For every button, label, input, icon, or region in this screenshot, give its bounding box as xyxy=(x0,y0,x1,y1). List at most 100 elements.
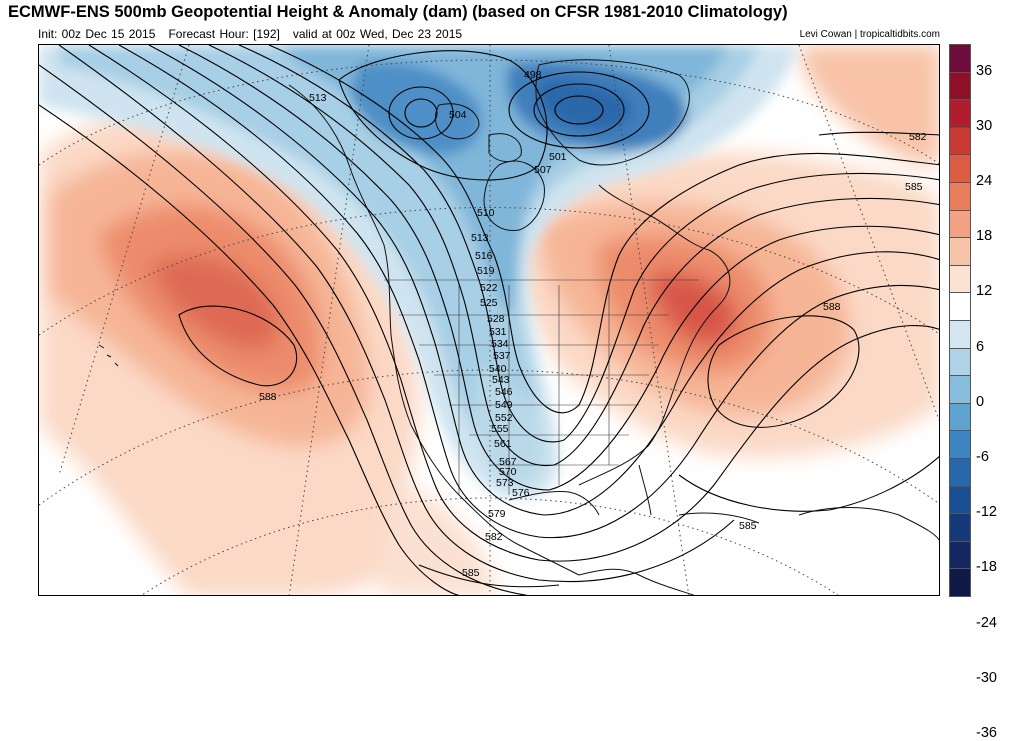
colorbar-label: -36 xyxy=(976,725,997,741)
north-america-west-coast xyxy=(288,84,580,576)
colorbar-swatch xyxy=(949,485,971,515)
colorbar-label: -18 xyxy=(976,559,997,576)
colorbar-swatch xyxy=(949,568,971,597)
contour-label: 570 xyxy=(499,466,517,478)
contour-label: 567 xyxy=(499,456,517,468)
contour-label: 516 xyxy=(475,250,493,262)
colorbar-swatch xyxy=(949,540,971,570)
contour-label: 513 xyxy=(471,232,489,244)
contour-588-atlantic xyxy=(707,315,860,428)
colorbar-swatch xyxy=(949,402,971,432)
contour-label: 513 xyxy=(309,92,327,104)
contour-label: 576 xyxy=(512,487,530,499)
colorbar-label: -30 xyxy=(976,669,997,686)
colorbar-label: 6 xyxy=(976,338,985,355)
map-subtitle: Init: 00z Dec 15 2015 Forecast Hour: [19… xyxy=(38,27,462,41)
colorbar-swatch xyxy=(949,292,971,321)
anomaly-map: 513 504 498 501 507 510 513 516 519 522 … xyxy=(39,45,939,595)
positive-anomaly-pacific-core xyxy=(149,255,280,351)
contour-585-atlantic xyxy=(678,456,939,512)
contour-label: 540 xyxy=(489,363,507,375)
contour-label: 579 xyxy=(488,508,506,520)
colorbar-swatch xyxy=(949,513,971,542)
colorbar-swatch xyxy=(949,430,971,459)
colorbar-swatch xyxy=(949,99,971,128)
cuba xyxy=(678,512,760,524)
contour-label-group: 513 504 498 501 507 510 513 516 519 522 … xyxy=(259,69,927,579)
contour-label: 561 xyxy=(494,438,512,450)
colorbar-label: -6 xyxy=(976,449,989,465)
positive-anomaly-mexico xyxy=(379,485,499,595)
height-contours xyxy=(39,45,939,595)
contour-label: 543 xyxy=(492,374,510,386)
contour-label: 501 xyxy=(549,151,567,163)
contour-label: 531 xyxy=(489,326,507,338)
colorbar-swatch xyxy=(949,44,971,73)
colorbar-swatch xyxy=(949,458,971,487)
colorbar-swatch xyxy=(949,375,971,404)
colorbar-swatch xyxy=(949,320,971,349)
central-america xyxy=(578,568,695,595)
contour-label: 555 xyxy=(491,423,509,435)
map-panel: 513 504 498 501 507 510 513 516 519 522 … xyxy=(38,44,940,596)
contour-label: 585 xyxy=(739,520,757,532)
map-title: ECMWF-ENS 500mb Geopotential Height & An… xyxy=(8,3,788,21)
colorbar-label: -24 xyxy=(976,614,997,631)
colorbar-swatch xyxy=(949,347,971,377)
contour-label: 537 xyxy=(493,350,511,362)
contour-label: 573 xyxy=(496,477,514,489)
anomaly-shading xyxy=(39,45,939,595)
colorbar-swatch xyxy=(949,154,971,183)
anomaly-colorbar xyxy=(949,44,971,597)
contour-label: 507 xyxy=(534,164,552,176)
colorbar-label: 24 xyxy=(976,173,993,189)
contour-585-lower xyxy=(418,564,560,588)
contour-label: 588 xyxy=(259,391,277,403)
contour-label: 588 xyxy=(823,301,841,313)
hawaii xyxy=(98,344,119,367)
colorbar-swatch xyxy=(949,209,971,239)
contour-label: 525 xyxy=(480,297,498,309)
south-america-north xyxy=(798,507,939,541)
main-contours xyxy=(39,45,939,595)
contour-label: 546 xyxy=(495,386,513,398)
colorbar-label: 36 xyxy=(976,62,993,79)
positive-anomaly-north-atlantic xyxy=(799,45,939,165)
contour-label: 582 xyxy=(909,131,927,143)
negative-anomaly-mid xyxy=(59,45,759,464)
contour-588-pacific xyxy=(178,305,298,387)
contour-label: 552 xyxy=(495,412,513,424)
colorbar-label: 30 xyxy=(976,117,993,134)
contour-label: 504 xyxy=(449,109,467,121)
contour-label: 534 xyxy=(491,338,509,350)
hudson-bay xyxy=(483,160,545,231)
valid-time: valid at 00z Wed, Dec 23 2015 xyxy=(292,27,463,41)
contour-label: 510 xyxy=(477,207,495,219)
colorbar-label: -12 xyxy=(976,504,997,521)
colorbar-label: 12 xyxy=(976,283,993,300)
init-time: Init: 00z Dec 15 2015 xyxy=(38,27,156,41)
colorbar-swatch xyxy=(949,237,971,266)
contour-label: 549 xyxy=(495,399,513,411)
contour-label: 585 xyxy=(905,181,923,193)
credit-text: Levi Cowan | tropicaltidbits.com xyxy=(799,29,940,40)
contour-label: 585 xyxy=(462,567,480,579)
contour-label: 519 xyxy=(477,265,495,277)
gulf-coast xyxy=(508,491,600,516)
contour-label: 498 xyxy=(524,69,542,81)
colorbar-swatch xyxy=(949,182,971,211)
lat-lon-grid xyxy=(39,45,939,595)
contour-582-north xyxy=(818,131,939,136)
colorbar-swatch xyxy=(949,71,971,101)
greenland xyxy=(535,59,690,166)
florida xyxy=(638,464,652,516)
forecast-hour: Forecast Hour: [192] xyxy=(168,27,280,41)
contour-label: 528 xyxy=(487,313,505,325)
colorbar-swatch xyxy=(949,126,971,156)
colorbar-swatch xyxy=(949,264,971,294)
negative-anomaly-core-deep xyxy=(539,78,633,130)
contour-label: 522 xyxy=(480,282,498,294)
colorbar-label: 0 xyxy=(976,393,985,410)
contour-label: 582 xyxy=(485,531,503,543)
colorbar-label: 18 xyxy=(976,228,993,245)
